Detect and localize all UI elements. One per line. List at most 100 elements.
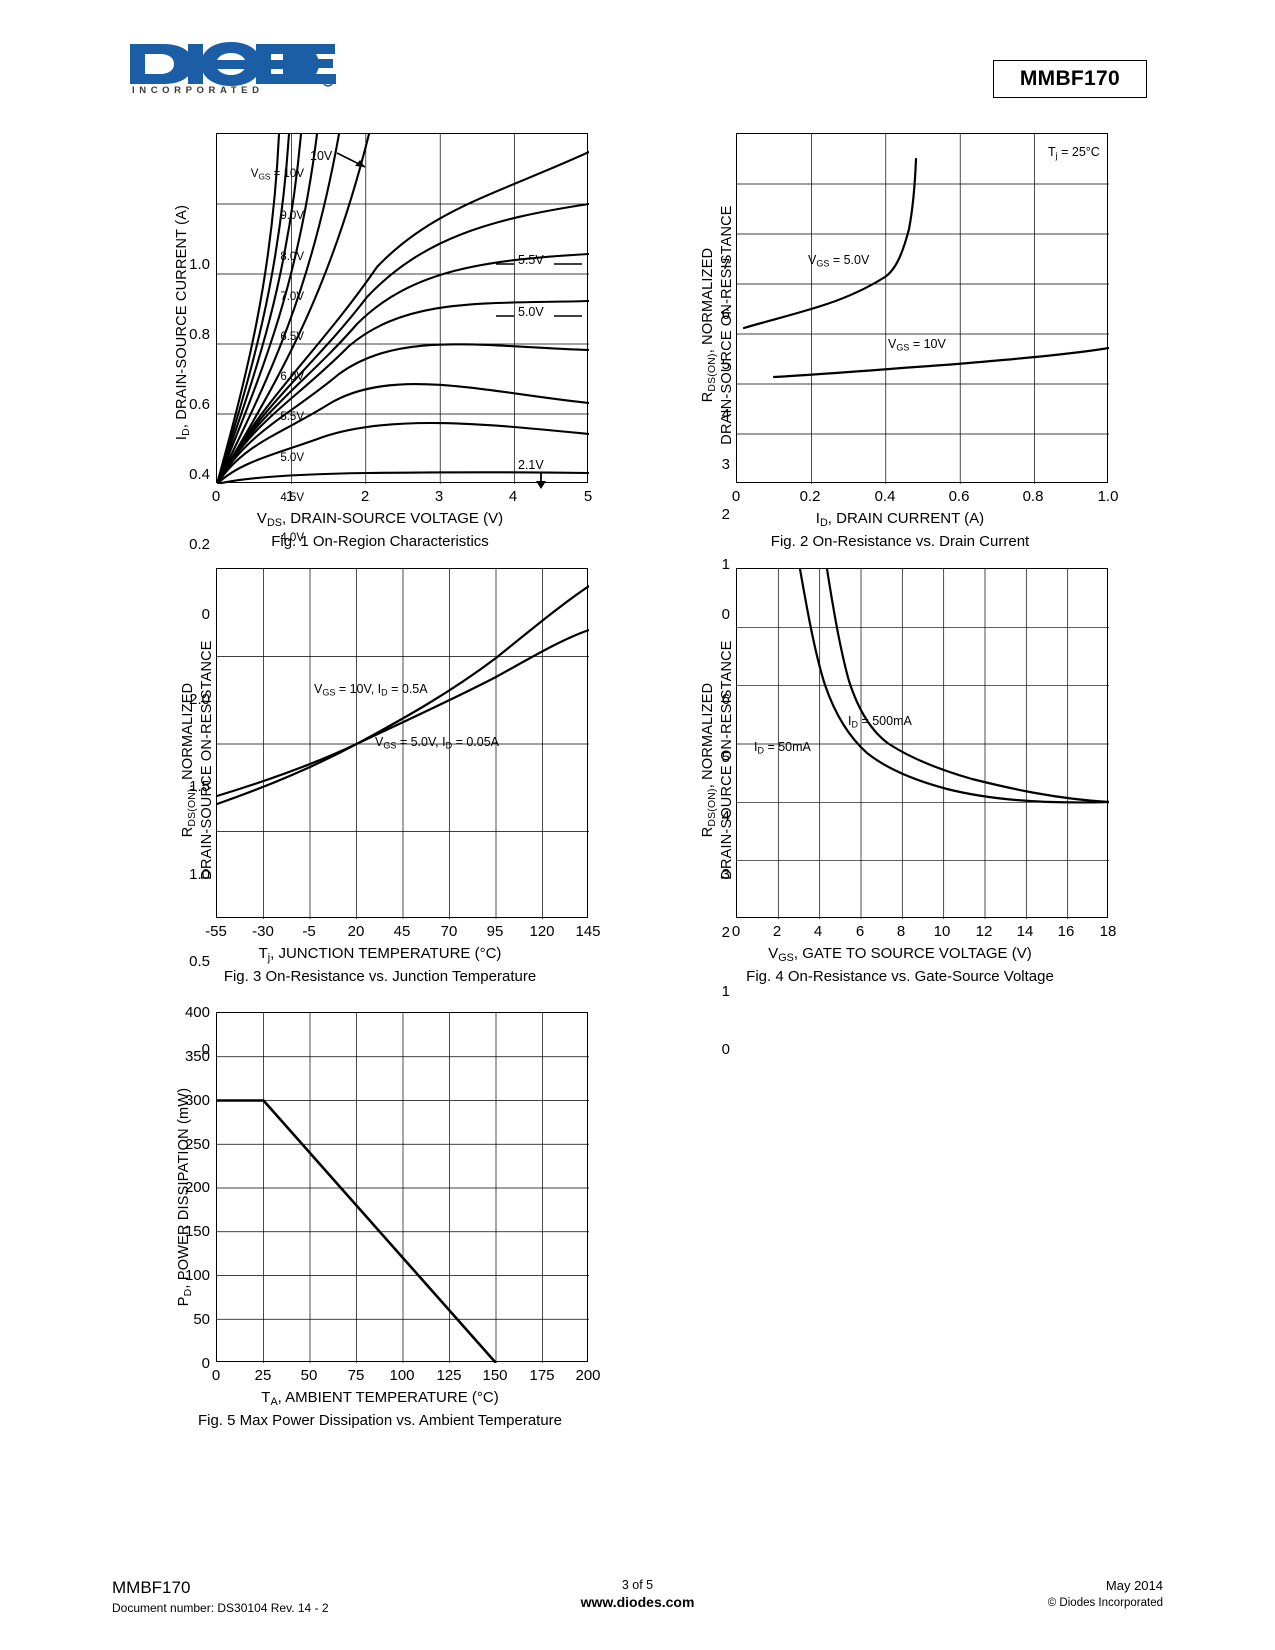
fig4-xtick-5: 10: [933, 923, 951, 940]
fig5-ytick-7: 350: [184, 1048, 210, 1065]
fig3-ytick-2: 1.0: [189, 866, 210, 883]
part-number-badge: MMBF170: [992, 60, 1147, 98]
fig1-y-axis-title: ID, DRAIN-SOURCE CURRENT (A): [174, 204, 192, 441]
fig5-xtick-3: 75: [347, 1367, 365, 1384]
fig2-ytick-7: 7: [721, 256, 730, 273]
fig5-ytick-5: 250: [184, 1136, 210, 1153]
legend-item: 5.5V: [280, 411, 304, 424]
footer-website-link[interactable]: www.diodes.com: [580, 1594, 695, 1610]
fig5-xtick-8: 200: [575, 1367, 601, 1384]
figure-4-on-resistance-vs-gate-source-voltage: RDS(ON), NORMALIZED DRAIN-SOURCE ON-RESI…: [670, 560, 1130, 1058]
fig4-ytick-5: 5: [721, 749, 730, 766]
fig2-ytick-0: 0: [721, 606, 730, 623]
fig5-ytick-6: 300: [184, 1092, 210, 1109]
page-header: R INCORPORATED MMBF170: [0, 0, 1275, 110]
fig2-xtick-1: 0.2: [799, 488, 821, 505]
fig1-leader-5p5v: [496, 263, 582, 265]
fig1-plot-area: [216, 133, 589, 484]
svg-text:R: R: [325, 80, 330, 87]
fig5-xtick-4: 100: [389, 1367, 415, 1384]
fig4-xtick-4: 8: [896, 923, 906, 940]
fig3-xtick-3: 20: [347, 923, 365, 940]
legend-item: 8.0V: [280, 250, 304, 263]
fig1-ytick-3: 0.6: [189, 396, 210, 413]
fig1-arrow-2p1v: [536, 473, 546, 489]
fig3-ytick-4: 2.0: [189, 691, 210, 708]
footer-date: May 2014: [1105, 1578, 1163, 1593]
footer-page-number: 3 of 5: [621, 1578, 654, 1592]
fig1-annotation-5p5v: 5.5V: [518, 253, 544, 267]
fig4-x-axis-title: VGS, GATE TO SOURCE VOLTAGE (V): [768, 945, 1032, 965]
fig3-x-axis-title: Tj, JUNCTION TEMPERATURE (°C): [258, 945, 502, 965]
fig4-xtick-8: 16: [1057, 923, 1075, 940]
fig5-xtick-0: 0: [211, 1367, 221, 1384]
fig5-ytick-4: 200: [184, 1179, 210, 1196]
fig5-ytick-0: 0: [201, 1355, 210, 1372]
fig2-ytick-2: 2: [721, 506, 730, 523]
fig2-xtick-0: 0: [731, 488, 741, 505]
fig3-xtick-7: 120: [529, 923, 555, 940]
diodes-logo: R INCORPORATED: [128, 38, 338, 94]
footer-copyright: © Diodes Incorporated: [1047, 1597, 1163, 1609]
fig3-xtick-4: 45: [393, 923, 411, 940]
footer-left: MMBF170 Document number: DS30104 Rev. 14…: [112, 1578, 329, 1615]
page-footer: MMBF170 Document number: DS30104 Rev. 14…: [0, 1560, 1275, 1650]
fig5-ytick-2: 100: [184, 1267, 210, 1284]
fig5-caption: Fig. 5 Max Power Dissipation vs. Ambient…: [197, 1412, 563, 1429]
fig2-annotation-vgs-5v: VGS = 5.0V: [808, 253, 870, 269]
fig2-ytick-6: 6: [721, 306, 730, 323]
fig5-xtick-7: 175: [529, 1367, 555, 1384]
fig4-ytick-1: 1: [721, 983, 730, 1000]
fig1-xtick-4: 4: [508, 488, 518, 505]
fig3-xtick-2: -5: [302, 923, 316, 940]
fig1-legend-header: VGS = 10V: [250, 167, 304, 182]
fig2-xtick-5: 1.0: [1097, 488, 1119, 505]
fig2-ytick-4: 4: [721, 406, 730, 423]
fig5-plot-area: [216, 1012, 589, 1363]
figure-5-max-power-dissipation: PD, POWER DISSIPATION (mW) 400 350 300 2…: [150, 995, 610, 1435]
fig5-ytick-1: 50: [193, 1311, 210, 1328]
figure-2-on-resistance-vs-drain-current: RDS(ON), NORMALIZED DRAIN-SOURCE ON-RESI…: [670, 125, 1130, 623]
fig3-caption: Fig. 3 On-Resistance vs. Junction Temper…: [223, 968, 537, 985]
fig1-xtick-1: 1: [285, 488, 295, 505]
fig1-annotation-2p1v: 2.1V: [518, 458, 544, 472]
fig5-ytick-3: 150: [184, 1223, 210, 1240]
fig1-xtick-3: 3: [434, 488, 444, 505]
fig4-xtick-9: 18: [1099, 923, 1117, 940]
legend-item: 5.0V: [280, 451, 304, 464]
fig5-ytick-8: 400: [184, 1004, 210, 1021]
fig4-ytick-2: 2: [721, 924, 730, 941]
fig2-caption: Fig. 2 On-Resistance vs. Drain Current: [770, 533, 1030, 550]
fig1-xtick-2: 2: [360, 488, 370, 505]
fig1-arrow-10v: [336, 152, 366, 168]
fig1-ytick-0: 0: [201, 606, 210, 623]
fig5-xtick-6: 150: [482, 1367, 508, 1384]
fig3-annotation-vgs-10v: VGS = 10V, ID = 0.5A: [314, 682, 428, 698]
fig1-ytick-5: 1.0: [189, 256, 210, 273]
fig2-annotation-vgs-10v: VGS = 10V: [888, 337, 946, 353]
fig1-xtick-5: 5: [583, 488, 593, 505]
logo-subtitle: INCORPORATED: [132, 85, 264, 94]
fig4-xtick-2: 4: [813, 923, 823, 940]
fig4-annotation-id-500ma: ID = 500mA: [848, 714, 912, 730]
fig5-xtick-5: 125: [436, 1367, 462, 1384]
fig2-x-axis-title: ID, DRAIN CURRENT (A): [815, 510, 985, 530]
fig2-ytick-1: 1: [721, 556, 730, 573]
fig1-annotation-5p0v: 5.0V: [518, 305, 544, 319]
fig4-annotation-id-50ma: ID = 50mA: [754, 740, 811, 756]
fig4-plot-area: [736, 568, 1109, 919]
fig3-xtick-0: -55: [205, 923, 227, 940]
fig4-ytick-0: 0: [721, 1041, 730, 1058]
legend-item: 7.0V: [280, 290, 304, 303]
fig4-ytick-3: 3: [721, 866, 730, 883]
fig2-ytick-3: 3: [721, 456, 730, 473]
fig3-ytick-1: 0.5: [189, 953, 210, 970]
fig4-caption: Fig. 4 On-Resistance vs. Gate-Source Vol…: [746, 968, 1054, 985]
fig2-ytick-5: 5: [721, 356, 730, 373]
fig3-xtick-8: 145: [575, 923, 601, 940]
fig4-ytick-6: 6: [721, 691, 730, 708]
fig2-y-axis-title: RDS(ON), NORMALIZED DRAIN-SOURCE ON-RESI…: [700, 205, 735, 445]
figure-3-on-resistance-vs-junction-temperature: RDS(ON), NORMALIZED DRAIN-SOURCE ON-RESI…: [150, 560, 610, 1058]
fig1-caption: Fig. 1 On-Region Characteristics: [271, 533, 489, 550]
